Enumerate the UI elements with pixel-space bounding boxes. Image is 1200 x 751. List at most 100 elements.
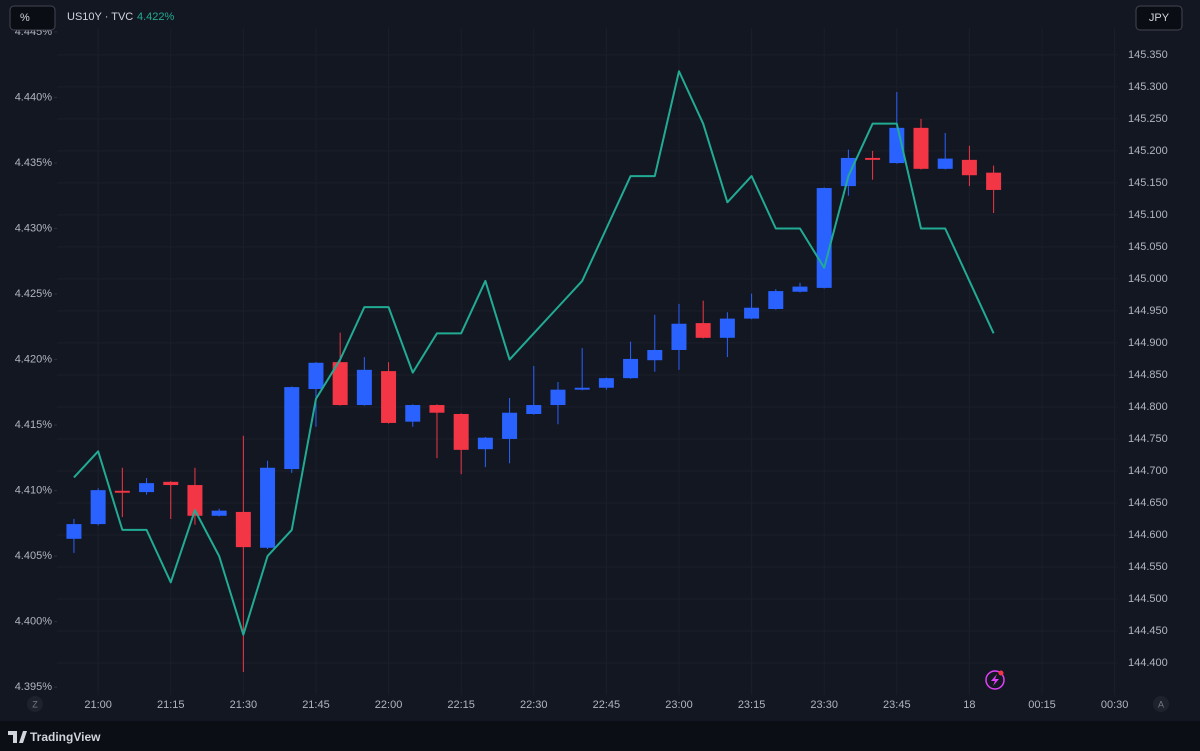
y2-tick-label: 144.850 [1128,369,1168,381]
candle-body [744,307,760,319]
plot [66,70,1002,672]
x-tick-label: 21:15 [157,699,185,711]
y2-tick-label: 144.800 [1128,401,1168,413]
candle-body [405,405,421,422]
candle-body [913,127,929,169]
y2-tick-label: 145.100 [1128,209,1168,221]
candle-body [187,485,203,516]
x-tick-label: 22:30 [520,699,548,711]
candle-body [695,323,711,338]
x-tick-label: 22:45 [593,699,621,711]
candle-body [574,387,590,390]
y-tick-label: 4.395% [15,681,53,693]
alert-icon-bolt [991,674,999,686]
x-tick-label: 22:15 [447,699,475,711]
candle-body [308,362,324,390]
unit-button[interactable] [9,5,56,31]
candle-body [840,157,856,187]
alert-icon[interactable] [985,670,1005,690]
candle-body [356,369,372,406]
candle-body [598,378,614,388]
y-tick-label: 4.405% [15,550,53,562]
brand-name: TradingView [30,730,101,744]
y-tick-label: 4.445% [15,26,53,38]
y2-tick-label: 144.600 [1128,529,1168,541]
candle-body [623,358,639,379]
candle-body [66,524,82,539]
scale-button[interactable] [1153,696,1169,712]
y-tick-label: 4.415% [15,419,53,431]
y2-tick-label: 145.300 [1128,81,1168,93]
unit-button-label[interactable]: % [20,12,30,24]
candle-body [211,510,227,516]
legend-value: 4.422% [137,11,175,23]
y-tick-label: 4.420% [15,353,53,365]
currency-button[interactable] [1135,5,1183,31]
candle-body [792,286,808,292]
candle-body [284,387,300,470]
x-tick-label: 18 [963,699,975,711]
x-tick-label: 00:30 [1101,699,1129,711]
x-tick-label: 22:00 [375,699,403,711]
candle-body [961,159,977,176]
candle-body [163,481,179,486]
y2-tick-label: 145.050 [1128,241,1168,253]
currency-button-label[interactable]: JPY [1149,12,1170,24]
candle-body [235,511,251,548]
candle-body [332,362,348,406]
candle-body [526,405,542,414]
y2-tick-label: 144.400 [1128,657,1168,669]
y2-tick-label: 144.550 [1128,561,1168,573]
x-tick-label: 23:30 [810,699,838,711]
y2-tick-label: 144.700 [1128,465,1168,477]
x-tick-label: 21:30 [230,699,258,711]
brand-logo [8,731,27,743]
candle-body [865,157,881,160]
candle-body [647,349,663,361]
footer [0,721,1200,751]
y2-tick-label: 145.150 [1128,177,1168,189]
legend-symbol: US10Y · TVC [67,11,133,23]
candle-body [477,437,493,450]
y2-tick-label: 145.000 [1128,273,1168,285]
y2-tick-label: 145.250 [1128,113,1168,125]
x-tick-label: 23:00 [665,699,693,711]
x-tick-label: 23:15 [738,699,766,711]
y2-tick-label: 144.450 [1128,625,1168,637]
axes: 21:00 21:15 21:30 21:45 22:00 22:15 22:30 22:45… [15,26,1168,711]
candle-body [937,158,953,169]
x-tick-label: 21:00 [84,699,112,711]
candle-body [381,371,397,423]
x-tick-label: 21:45 [302,699,330,711]
y2-tick-label: 144.950 [1128,305,1168,317]
candle-body [768,291,784,310]
candle-body [502,412,518,439]
candle-body [550,389,566,406]
scale-button-label[interactable]: A [1158,699,1164,709]
candle-body [986,172,1002,190]
candle-body [114,490,130,493]
alert-dot [998,670,1004,676]
y-tick-label: 4.435% [15,157,53,169]
candle-body [719,318,735,338]
x-tick-label: 00:15 [1028,699,1056,711]
y2-tick-label: 145.200 [1128,145,1168,157]
y2-tick-label: 145.350 [1128,49,1168,61]
y-tick-label: 4.400% [15,616,53,628]
y-tick-label: 4.430% [15,222,53,234]
header-bar [0,0,1200,28]
y2-tick-label: 144.650 [1128,497,1168,509]
x-tick-label: 23:45 [883,699,911,711]
candle-body [453,413,469,450]
scale-button-label[interactable]: Z [32,699,38,709]
y-tick-label: 4.425% [15,288,53,300]
scale-button[interactable] [27,696,43,712]
candle-body [139,483,155,493]
y2-tick-label: 144.750 [1128,433,1168,445]
y-tick-label: 4.410% [15,484,53,496]
y-tick-label: 4.440% [15,91,53,103]
candle-body [90,490,106,525]
candle-body [260,467,276,548]
